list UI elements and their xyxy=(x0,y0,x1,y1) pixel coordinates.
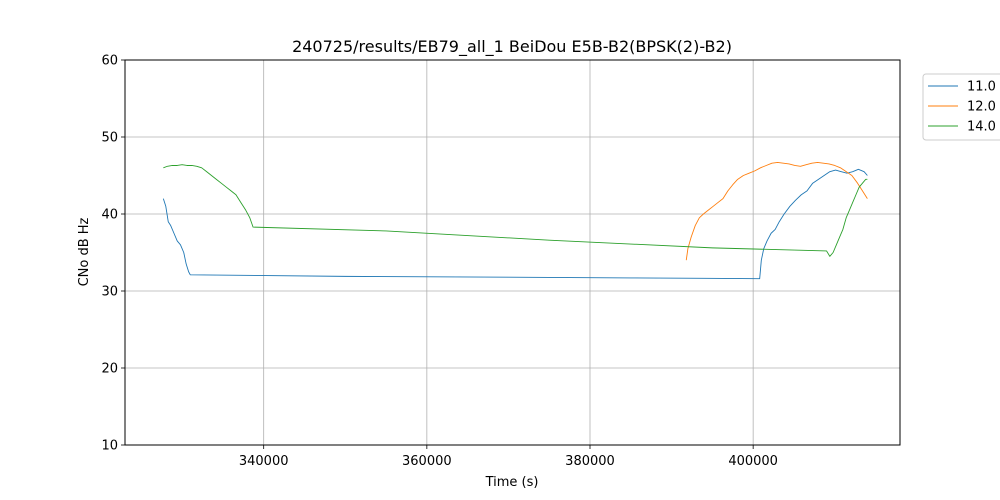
series-lines xyxy=(162,161,868,280)
x-tick-label: 380000 xyxy=(565,454,615,469)
y-tick-label: 50 xyxy=(101,131,118,146)
x-tick-label: 340000 xyxy=(239,454,289,469)
y-tick-label: 20 xyxy=(101,362,118,377)
series-line-11-0 xyxy=(162,168,868,280)
y-tick-label: 10 xyxy=(101,439,118,454)
plot-frame xyxy=(124,59,901,446)
y-axis-ticks: 10 20 30 40 50 60 xyxy=(101,54,125,454)
y-tick-label: 30 xyxy=(101,285,118,300)
legend-label: 14.0 xyxy=(967,120,996,135)
legend-frame xyxy=(922,73,1000,141)
legend-label: 12.0 xyxy=(967,100,996,115)
x-tick-label: 400000 xyxy=(728,454,778,469)
chart-title: 240725/results/EB79_all_1 BeiDou E5B-B2(… xyxy=(292,37,732,57)
legend: 11.0 12.0 14.0 xyxy=(922,73,1000,141)
x-axis-ticks: 340000 360000 380000 400000 xyxy=(239,445,778,469)
series-line-14-0 xyxy=(163,164,868,257)
legend-label: 11.0 xyxy=(967,80,996,95)
y-tick-label: 60 xyxy=(101,54,118,69)
y-tick-label: 40 xyxy=(101,208,118,223)
y-axis-label: CNo dB Hz xyxy=(77,217,92,286)
series-line-12-0 xyxy=(685,161,868,261)
x-tick-label: 360000 xyxy=(402,454,452,469)
x-axis-label: Time (s) xyxy=(485,475,539,490)
